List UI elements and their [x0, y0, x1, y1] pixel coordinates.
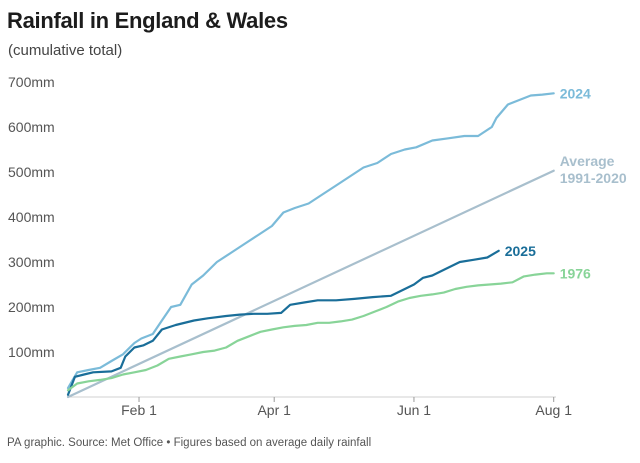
y-tick-label: 200mm	[8, 299, 55, 315]
series-line-2024	[66, 92, 555, 390]
series-end-label: 1976	[560, 265, 591, 281]
chart-title: Rainfall in England & Wales	[7, 8, 288, 33]
chart-footer: PA graphic. Source: Met Office • Figures…	[7, 437, 372, 449]
series-line-2025	[66, 249, 500, 396]
series-end-label: Average	[560, 153, 615, 169]
series-lines	[66, 92, 555, 399]
chart-subtitle: (cumulative total)	[8, 42, 123, 59]
x-tick-label: Jun 1	[397, 402, 431, 418]
x-tick-label: Feb 1	[121, 402, 157, 418]
y-tick-label: 400mm	[8, 209, 55, 225]
y-tick-label: 100mm	[8, 344, 55, 360]
series-line-average-1991-2020	[66, 169, 555, 399]
series-line-1976	[66, 272, 555, 392]
series-end-label: 2024	[560, 85, 591, 101]
series-end-label: 1991-2020	[560, 170, 627, 186]
y-tick-label: 700mm	[8, 74, 55, 90]
series-end-label: 2025	[505, 243, 536, 259]
y-tick-label: 300mm	[8, 254, 55, 270]
y-axis-ticks: 100mm 200mm 300mm 400mm 500mm 600mm 700mm	[8, 74, 55, 360]
x-axis-ticks: Feb 1 Apr 1 Jun 1 Aug 1	[121, 397, 572, 418]
y-tick-label: 500mm	[8, 164, 55, 180]
y-tick-label: 600mm	[8, 119, 55, 135]
x-tick-label: Aug 1	[535, 402, 572, 418]
x-tick-label: Apr 1	[257, 402, 291, 418]
